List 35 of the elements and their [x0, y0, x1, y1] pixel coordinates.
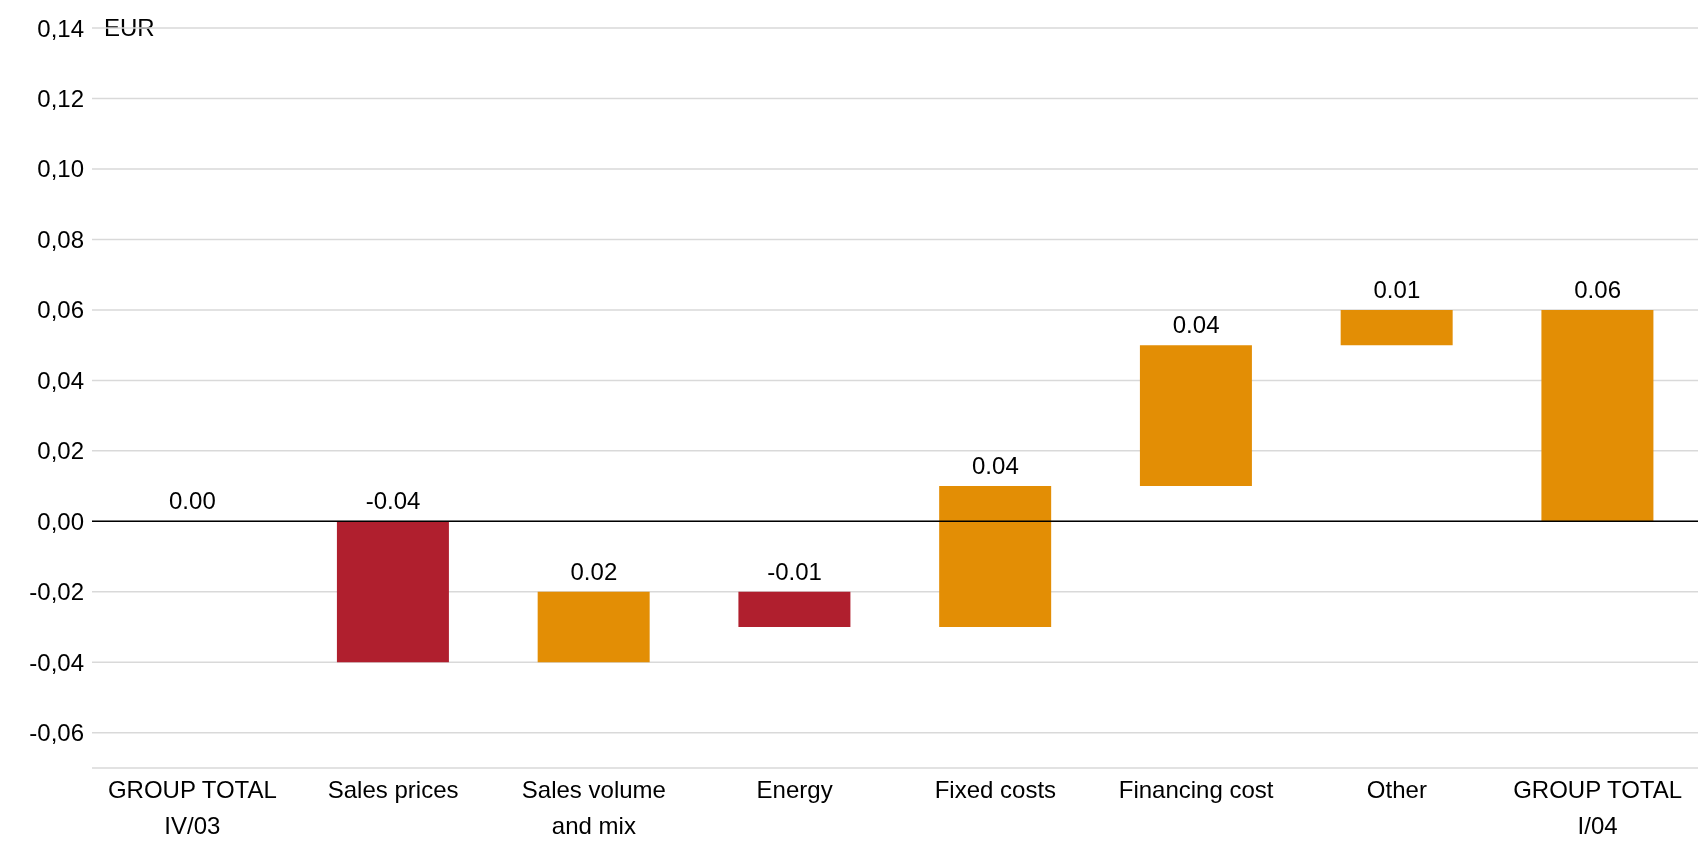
- bar: [738, 591, 851, 628]
- y-tick-label: -0,06: [29, 719, 84, 747]
- data-label: 0.04: [972, 452, 1019, 480]
- y-tick-label: -0,04: [29, 648, 84, 676]
- bar: [1139, 345, 1252, 487]
- y-tick-label: 0,00: [37, 507, 84, 535]
- y-tick-label: 0,06: [37, 296, 84, 324]
- data-label: 0.04: [1172, 311, 1220, 339]
- y-axis-title: EUR: [104, 14, 155, 42]
- data-label: 0.06: [1574, 275, 1621, 303]
- data-label: -0.04: [365, 487, 421, 515]
- x-tick-label: GROUP TOTAL I/04: [1513, 776, 1683, 839]
- data-label: 0.00: [169, 487, 216, 515]
- x-tick-label: Sales volume and mix: [521, 776, 666, 839]
- x-tick-label: Energy: [756, 776, 833, 803]
- bar: [939, 486, 1052, 628]
- y-tick-label: 0,04: [37, 366, 84, 394]
- y-tick-label: 0,08: [37, 225, 84, 253]
- bar: [537, 591, 650, 663]
- y-tick-label: 0,12: [37, 85, 84, 112]
- bar: [1340, 309, 1453, 346]
- data-label: -0.01: [767, 557, 822, 585]
- x-tick-label: Financing cost: [1118, 776, 1274, 803]
- x-tick-label: Sales prices: [327, 776, 459, 803]
- x-tick-label: Other: [1366, 776, 1427, 803]
- y-tick-label: -0,02: [29, 578, 84, 606]
- y-tick-label: 0,14: [37, 14, 84, 42]
- bar: [1541, 309, 1654, 522]
- x-tick-label: Fixed costs: [934, 776, 1057, 803]
- bar: [336, 521, 449, 663]
- data-label: 0.02: [570, 557, 618, 585]
- data-label: 0.01: [1373, 275, 1421, 303]
- y-tick-label: 0,02: [37, 437, 84, 465]
- x-tick-label: GROUP TOTAL IV/03: [107, 776, 277, 839]
- y-tick-label: 0,10: [37, 155, 84, 183]
